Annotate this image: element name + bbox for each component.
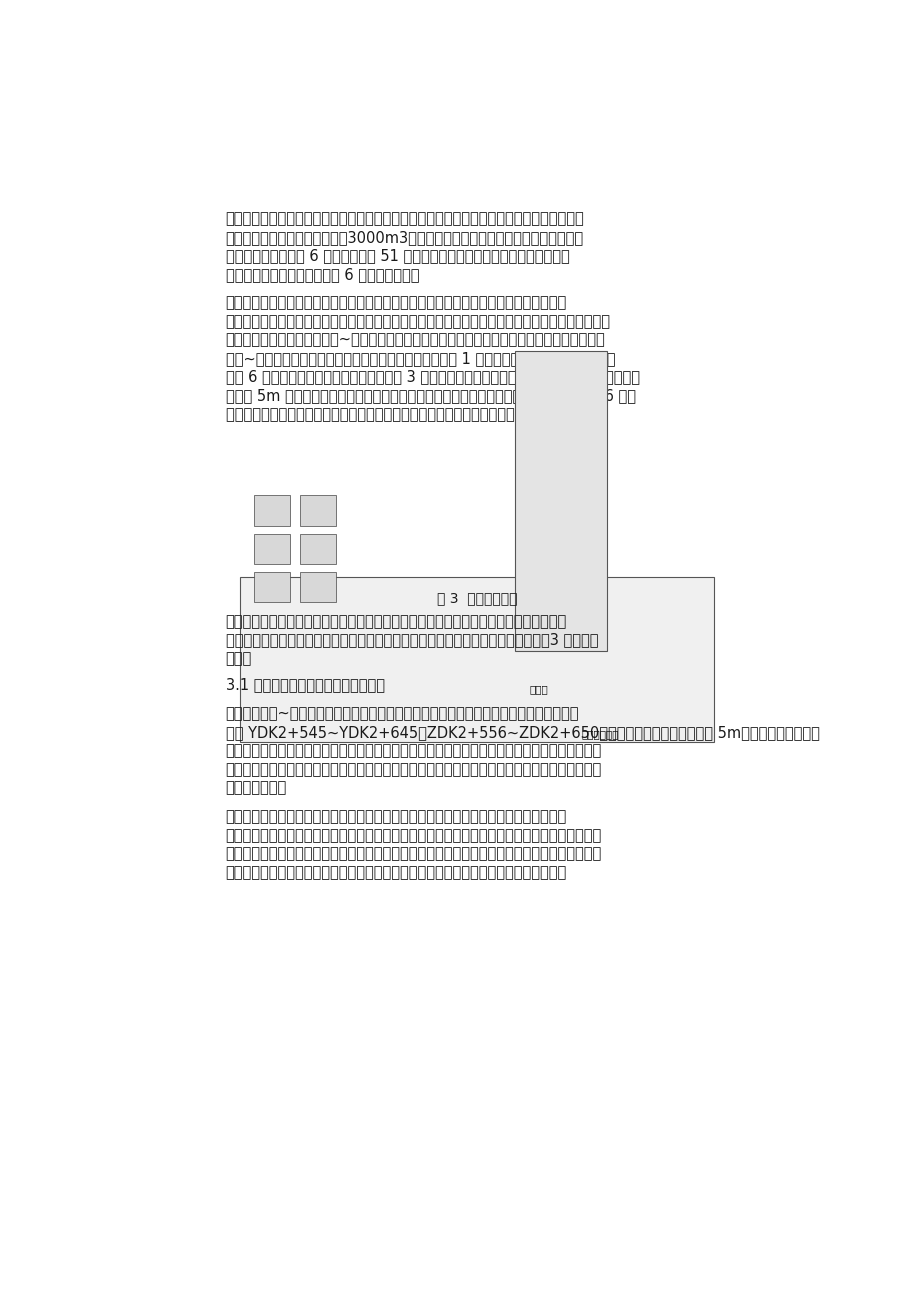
Text: 层建筑物。道路下有 6 根给排水管与 51 条电信光缆。受相邻地铁车站站位与埋深的: 层建筑物。道路下有 6 根给排水管与 51 条电信光缆。受相邻地铁车站站位与埋深… — [225, 248, 569, 263]
Text: 3.1 江中超浅埋泥水盾构过江掘进技术: 3.1 江中超浅埋泥水盾构过江掘进技术 — [225, 678, 384, 692]
Text: 由于过街楼的周边环境非常复杂，使用常规地面托换可行性也就非常小，通过分析比: 由于过街楼的周边环境非常复杂，使用常规地面托换可行性也就非常小，通过分析比 — [225, 295, 566, 311]
Text: 较确定了地下暗挖导洞群托换方案。被托换桩桩身所处的地层从上至下依次为：杂填土、粉质粘土、: 较确定了地下暗挖导洞群托换方案。被托换桩桩身所处的地层从上至下依次为：杂填土、粉… — [225, 314, 610, 329]
Text: 直的 6 条支导洞，形成地下托换空间，其中 3 条支导洞在主导洞的北侧，另 3 条在南侧，相邻两洞的: 直的 6 条支导洞，形成地下托换空间，其中 3 条支导洞在主导洞的北侧，另 3 … — [225, 369, 639, 385]
Text: 下水基本上与江水连通，潮汐、降水都会导致珠江水位的频繁变化，地下水的压力也随之变化。盾: 下水基本上与江水连通，潮汐、降水都会导致珠江水位的频繁变化，地下水的压力也随之变… — [225, 744, 601, 758]
Bar — [300, 571, 335, 601]
Text: 可塑及硬塑状残积土、全风化~微风化的泥质粉砂岩，桩底为微风化岩。将暗挖导洞群设在硬塑残: 可塑及硬塑状残积土、全风化~微风化的泥质粉砂岩，桩底为微风化岩。将暗挖导洞群设在… — [225, 333, 605, 347]
Text: 技术措施，盾构机顺利通过了珠江水道。切口水压的合理稳固（溢水量的操纵）；排泥流量的操纵: 技术措施，盾构机顺利通过了珠江水道。切口水压的合理稳固（溢水量的操纵）；排泥流量… — [225, 827, 601, 843]
Bar — [515, 351, 607, 652]
Bar — [254, 496, 289, 526]
Text: 新技术: 新技术 — [225, 650, 252, 666]
Text: 积土~强风化层内。在道路中间绿化带内设小竖井，布置了 1 条呈东西方向的主导洞及与其接近垂: 积土~强风化层内。在道路中间绿化带内设小竖井，布置了 1 条呈东西方向的主导洞及… — [225, 351, 614, 366]
Text: 桩基托换施工对市区繁华路段的居民生活、地面交通及地下管线等市政设施的影响。3 盾构施工: 桩基托换施工对市区繁华路段的居民生活、地面交通及地下管线等市政设施的影响。3 盾… — [225, 632, 597, 648]
Bar — [240, 576, 713, 742]
Bar — [254, 533, 289, 563]
Text: 进对盾尾刷损害较大）；背填注浆的压力操纵（防止漏浆）；盾尾油脂的合理增量；管片: 进对盾尾刷损害较大）；背填注浆的压力操纵（防止漏浆）；盾尾油脂的合理增量；管片 — [225, 865, 566, 879]
Bar — [254, 571, 289, 601]
Bar — [300, 533, 335, 563]
Text: 图 3  桩基托换示意: 图 3 桩基托换示意 — [437, 592, 516, 606]
Text: 建筑物机基础: 建筑物机基础 — [581, 729, 618, 739]
Text: 挖孔桩基础。该楼横跨繁华路段寺右新马路，其地面一层为双向八车道道路，车流量大。: 挖孔桩基础。该楼横跨繁华路段寺右新马路，其地面一层为双向八车道道路，车流量大。 — [225, 211, 584, 226]
Text: 车道中间绿化带下方有一容积约3000m3的地下压力水池，其供水范围覆盖周边众多高: 车道中间绿化带下方有一容积约3000m3的地下压力水池，其供水范围覆盖周边众多高 — [225, 230, 583, 245]
Text: 其中 YDK2+545~YDK2+645（ZDK2+556~ZDK2+650）处覆土厚度较浅，最小仅有 5m，覆土土层松软，地: 其中 YDK2+545~YDK2+645（ZDK2+556~ZDK2+650）处… — [225, 725, 819, 740]
Text: 中击穿覆土层。: 中击穿覆土层。 — [225, 781, 287, 796]
Bar — [300, 496, 335, 526]
Text: 净距为 5m 左右。在支导洞施做人工挖孔托换桩，浇筑托换梁，使用桩梁托换体系，一举托换 6 根侵: 净距为 5m 左右。在支导洞施做人工挖孔托换桩，浇筑托换梁，使用桩梁托换体系，一… — [225, 388, 635, 403]
Text: 构在江底掘进时存在巨大风险，在防止江底地面大面积沉降塌陷的同时，又防止盾构机在掘进过程: 构在江底掘进时存在巨大风险，在防止江底地面大面积沉降塌陷的同时，又防止盾构机在掘… — [225, 762, 601, 777]
Text: 大坦沙南~中山八站盾构区间，从珠江水道下面穿过，隧道上面的覆土厚度变化很大，: 大坦沙南~中山八站盾构区间，从珠江水道下面穿过，隧道上面的覆土厚度变化很大， — [225, 706, 578, 722]
Text: 暗挖导洞群桩基托换工法首次成功应用，保证五羊邨过街楼不受盾构施工影响，减少: 暗挖导洞群桩基托换工法首次成功应用，保证五羊邨过街楼不受盾构施工影响，减少 — [225, 614, 566, 628]
Text: （临界沉淀速度）；泥浆质量的保证（粘性与密度）；严禁超挖及负挖；隧道轴线的操纵（蛇行推: （临界沉淀速度）；泥浆质量的保证（粘性与密度）；严禁超挖及负挖；隧道轴线的操纵（… — [225, 846, 601, 861]
Text: 入隧道的桩。随后，在支导洞内再沿桩人工挖孔施工凿桩竖井以凿除侵入隧道的桩（见图 3）。: 入隧道的桩。随后，在支导洞内再沿桩人工挖孔施工凿桩竖井以凿除侵入隧道的桩（见图 … — [225, 406, 597, 422]
Text: 盾构过珠江水道关系到整个盾构区间成败。坚持运用信息化施工，综合采取多项施工: 盾构过珠江水道关系到整个盾构区间成败。坚持运用信息化施工，综合采取多项施工 — [225, 809, 566, 824]
Text: 建筑物: 建筑物 — [528, 684, 548, 695]
Text: 制约，区间隧道贯穿过街楼的 6 根桩需要托换。: 制约，区间隧道贯穿过街楼的 6 根桩需要托换。 — [225, 267, 418, 282]
